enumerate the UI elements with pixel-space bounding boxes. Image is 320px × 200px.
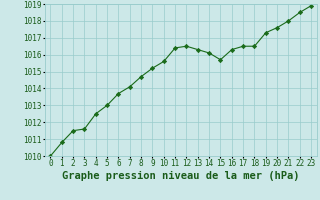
X-axis label: Graphe pression niveau de la mer (hPa): Graphe pression niveau de la mer (hPa) [62,171,300,181]
